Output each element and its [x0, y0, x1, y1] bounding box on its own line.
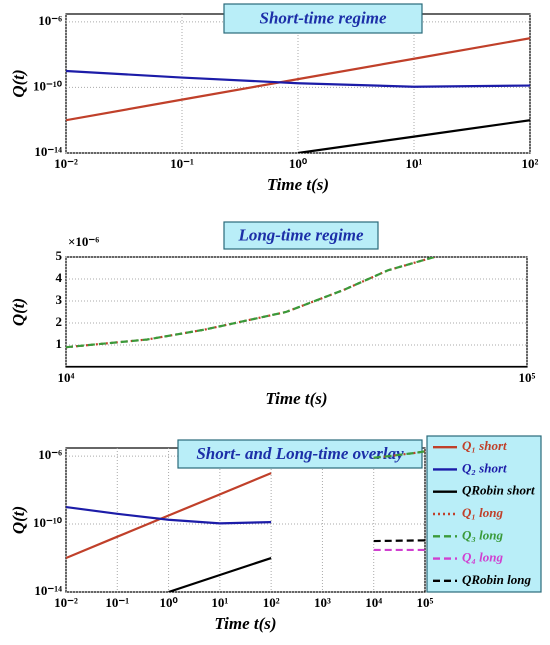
series-line [373, 450, 425, 459]
y-offset-label: ×10⁻⁶ [68, 234, 99, 249]
series-line [373, 539, 425, 543]
plot-area [65, 256, 528, 368]
legend-label: QRobin short [462, 483, 535, 498]
x-tick-label: 10³ [314, 595, 331, 610]
series-line [66, 505, 272, 525]
series-line [66, 37, 530, 122]
series-line [66, 257, 435, 349]
series-line [66, 69, 530, 88]
title-box [223, 3, 423, 34]
x-tick-label: 10² [522, 156, 539, 171]
x-tick-label: 10⁰ [159, 595, 178, 610]
x-axis-label: Time t(s) [265, 389, 327, 408]
x-tick-label: 10⁻² [54, 595, 78, 610]
y-tick-label: 5 [56, 248, 63, 263]
y-tick-label: 10⁻¹⁴ [34, 583, 62, 598]
x-tick-label: 10⁴ [58, 370, 75, 385]
legend-label: QRobin long [462, 572, 531, 587]
x-tick-label: 10⁴ [365, 595, 382, 610]
y-axis-label: Q(t) [9, 506, 28, 534]
x-tick-label: 10⁻² [54, 156, 78, 171]
x-tick-label: 10¹ [211, 595, 228, 610]
y-tick-label: 10⁻⁶ [38, 13, 62, 28]
y-tick-label: 10⁻¹⁰ [33, 515, 63, 530]
title-box [223, 221, 379, 250]
x-tick-label: 10² [263, 595, 280, 610]
chart-title: Long-time regime [237, 225, 364, 244]
x-axis-label: Time t(s) [267, 175, 329, 194]
x-tick-label: 10⁻¹ [105, 595, 129, 610]
legend-label: Q₂ short [462, 460, 507, 475]
legend-label: Q₃ long [462, 527, 504, 542]
series-line [373, 450, 425, 459]
series-line [66, 472, 272, 560]
y-tick-label: 10⁻¹⁴ [34, 144, 62, 159]
y-tick-label: 4 [56, 270, 63, 285]
y-axis-label: Q(t) [9, 298, 28, 326]
x-tick-label: 10⁵ [519, 370, 536, 385]
x-tick-label: 10⁵ [417, 595, 434, 610]
legend-label: Q₁ long [462, 505, 504, 520]
x-tick-label: 10⁻¹ [170, 156, 194, 171]
legend-label: Q₄ long [462, 550, 504, 565]
y-tick-label: 10⁻¹⁰ [33, 78, 63, 93]
legend-box [426, 435, 542, 593]
y-tick-label: 1 [56, 336, 63, 351]
series-line [297, 119, 530, 153]
x-tick-label: 10⁰ [289, 156, 308, 171]
y-tick-label: 10⁻⁶ [38, 447, 62, 462]
y-axis-label: Q(t) [9, 69, 28, 97]
chart-title: Short-time regime [259, 8, 386, 27]
y-tick-label: 2 [56, 314, 63, 329]
plot-area [65, 447, 426, 593]
title-box [177, 439, 423, 469]
x-tick-label: 10¹ [406, 156, 423, 171]
y-tick-label: 3 [56, 292, 63, 307]
chart-title: Short- and Long-time overlay [196, 444, 404, 463]
x-axis-label: Time t(s) [214, 614, 276, 633]
series-line [168, 556, 272, 592]
legend-label: Q₁ short [462, 438, 507, 453]
